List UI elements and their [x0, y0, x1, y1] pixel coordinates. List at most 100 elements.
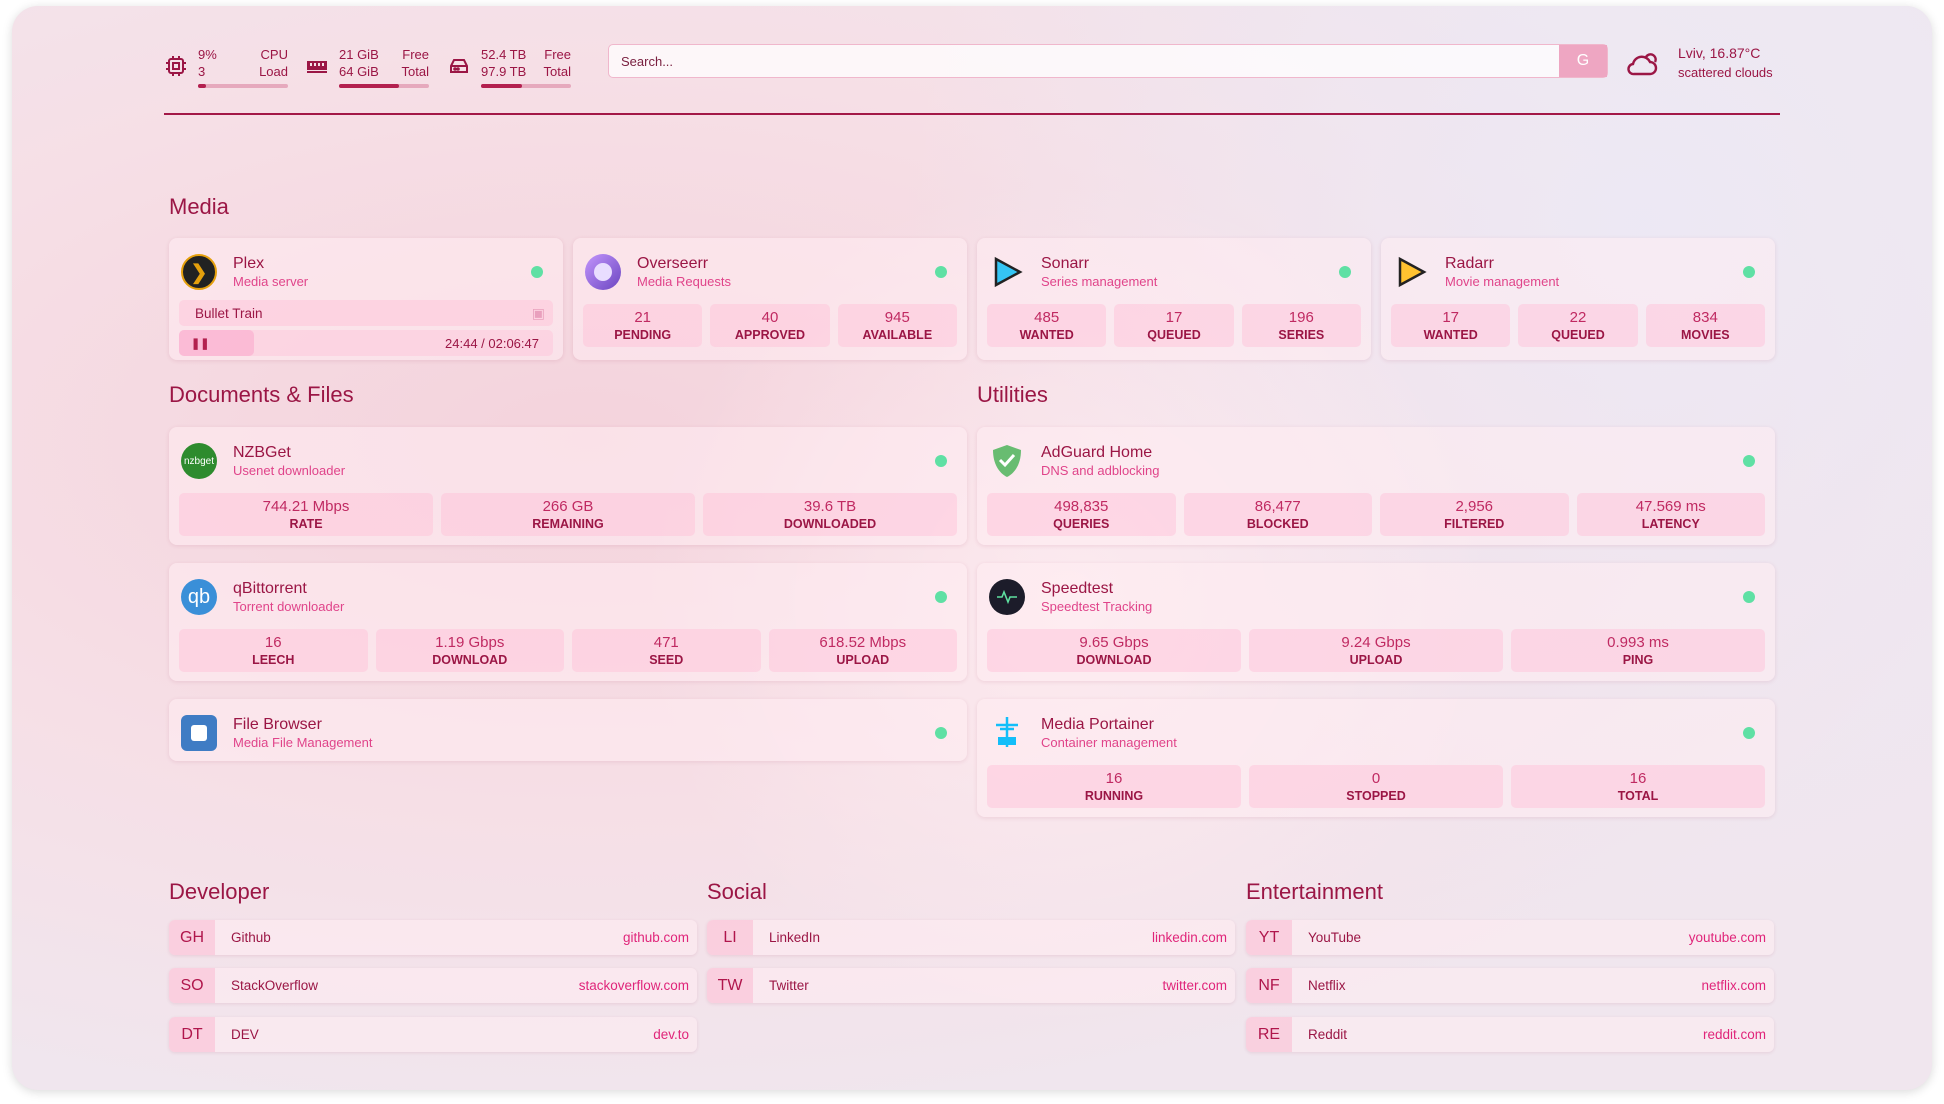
stat-block: 471 SEED	[572, 629, 761, 672]
bookmark-reddit[interactable]: RE Reddit reddit.com	[1246, 1017, 1774, 1052]
stat-label: DOWNLOADED	[783, 517, 877, 531]
search-input[interactable]	[609, 45, 1559, 77]
bookmark-url[interactable]: dev.to	[653, 1027, 689, 1042]
qbittorrent-icon: qb	[181, 579, 217, 615]
service-card-filebrowser[interactable]: File Browser Media File Management	[169, 699, 967, 761]
plex-icon: ❯	[181, 254, 217, 290]
bookmark-netflix[interactable]: NF Netflix netflix.com	[1246, 968, 1774, 1003]
bookmark-url[interactable]: reddit.com	[1702, 1027, 1766, 1042]
load-label: Load	[259, 64, 288, 79]
stat-value: 471	[653, 634, 679, 651]
bookmark-url[interactable]: stackoverflow.com	[578, 978, 689, 993]
service-description: Container management	[1041, 734, 1177, 750]
service-card-radarr[interactable]: Radarr Movie management 17 WANTED 22 QUEUED…	[1381, 238, 1775, 360]
stat-value: 9.65 Gbps	[1079, 634, 1149, 651]
cpu-label: CPU	[260, 47, 288, 62]
bookmark-abbr: LI	[707, 920, 753, 955]
service-card-portainer[interactable]: Media Portainer Container management 16 R…	[977, 699, 1775, 817]
stat-block: 16 TOTAL	[1511, 765, 1765, 808]
bookmark-url[interactable]: netflix.com	[1701, 978, 1766, 993]
stat-value: 0	[1371, 770, 1381, 787]
weather-condition: scattered clouds	[1678, 65, 1773, 80]
stat-block: 9.24 Gbps UPLOAD	[1249, 629, 1503, 672]
status-indicator	[1339, 266, 1351, 278]
bookmark-abbr: TW	[707, 968, 753, 1003]
bookmark-abbr: GH	[169, 920, 215, 955]
adguard-shield-icon	[989, 443, 1025, 479]
disk-free: 52.4 TB	[481, 47, 527, 62]
disk-icon	[450, 59, 468, 73]
portainer-icon	[989, 715, 1025, 751]
service-card-adguard[interactable]: AdGuard Home DNS and adblocking 498,835 Q…	[977, 427, 1775, 545]
stat-label: QUERIES	[1053, 517, 1110, 531]
status-indicator	[935, 727, 947, 739]
stat-block: 834 MOVIES	[1645, 304, 1765, 347]
bookmark-twitter[interactable]: TW Twitter twitter.com	[707, 968, 1235, 1003]
stat-label: STOPPED	[1346, 789, 1406, 803]
stat-value: 1.19 Gbps	[435, 634, 505, 651]
service-stats: 485 WANTED 17 QUEUED 196 SERIES	[987, 304, 1361, 347]
status-indicator	[1743, 455, 1755, 467]
stat-label: SERIES	[1278, 328, 1325, 342]
stat-value: 834	[1692, 309, 1718, 326]
stat-label: QUEUED	[1551, 328, 1605, 342]
bookmark-url[interactable]: linkedin.com	[1151, 930, 1227, 945]
service-description: Media File Management	[233, 734, 373, 750]
bookmark-url[interactable]: twitter.com	[1162, 978, 1227, 993]
service-card-qbittorrent[interactable]: qb qBittorrent Torrent downloader 16 LEEC…	[169, 563, 967, 681]
bookmark-github[interactable]: GH Github github.com	[169, 920, 697, 955]
service-card-sonarr[interactable]: Sonarr Series management 485 WANTED 17 QUEU…	[977, 238, 1371, 360]
service-card-speedtest[interactable]: Speedtest Speedtest Tracking 9.65 Gbps DO…	[977, 563, 1775, 681]
stat-label: DOWNLOAD	[432, 653, 508, 667]
service-name: Plex	[233, 254, 265, 272]
service-card-overseerr[interactable]: Overseerr Media Requests 21 PENDING 40 APPR…	[573, 238, 967, 360]
service-card-nzbget[interactable]: nzbget NZBGet Usenet downloader 744.21 M…	[169, 427, 967, 545]
stat-block: 39.6 TB DOWNLOADED	[703, 493, 957, 536]
cpu-load: 3	[198, 64, 206, 79]
stat-value: 266 GB	[542, 498, 594, 515]
radarr-icon	[1393, 254, 1429, 290]
stat-value: 0.993 ms	[1607, 634, 1669, 651]
stat-label: LATENCY	[1641, 517, 1700, 531]
free-label: Free	[544, 47, 571, 62]
playback-progress[interactable]	[179, 330, 254, 356]
weather-widget[interactable]: Lviv, 16.87°C scattered clouds	[1626, 44, 1773, 82]
bookmark-youtube[interactable]: YT YouTube youtube.com	[1246, 920, 1774, 955]
section-title-documents: Documents & Files	[169, 382, 354, 407]
stat-label: DOWNLOAD	[1076, 653, 1152, 667]
stat-block: 40 APPROVED	[710, 304, 830, 347]
service-card-plex[interactable]: ❯ Plex Media server Bullet Train ▣ ❚❚ 24:4…	[169, 238, 563, 360]
stat-value: 16	[264, 634, 282, 651]
memory-widget: 21 GiB Free 64 GiB Total	[305, 46, 429, 88]
search-provider-button[interactable]: G	[1559, 45, 1607, 77]
bookmark-abbr: YT	[1246, 920, 1292, 955]
stat-label: SEED	[649, 653, 684, 667]
stat-block: 618.52 Mbps UPLOAD	[768, 629, 957, 672]
memory-bar	[339, 84, 429, 88]
bookmark-linkedin[interactable]: LI LinkedIn linkedin.com	[707, 920, 1235, 955]
search-bar: G	[608, 44, 1608, 78]
stat-block: 17 WANTED	[1391, 304, 1511, 347]
stat-value: 744.21 Mbps	[262, 498, 350, 515]
sonarr-icon	[989, 254, 1025, 290]
bookmark-url[interactable]: github.com	[622, 930, 689, 945]
bookmark-stackoverflow[interactable]: SO StackOverflow stackoverflow.com	[169, 968, 697, 1003]
stat-label: RUNNING	[1084, 789, 1144, 803]
stat-label: PING	[1622, 653, 1654, 667]
bookmark-abbr: DT	[169, 1017, 215, 1052]
bookmark-abbr: SO	[169, 968, 215, 1003]
weather-location-temp: Lviv, 16.87°C	[1678, 45, 1761, 61]
stat-block: 47.569 ms LATENCY	[1576, 493, 1765, 536]
stat-label: APPROVED	[734, 328, 806, 342]
bookmark-dev[interactable]: DT DEV dev.to	[169, 1017, 697, 1052]
media-info-icon[interactable]: ▣	[531, 304, 545, 321]
stat-label: FILTERED	[1444, 517, 1505, 531]
stat-block: 16 RUNNING	[987, 765, 1241, 808]
pause-icon[interactable]: ❚❚	[191, 337, 210, 350]
stat-block: 744.21 Mbps RATE	[179, 493, 433, 536]
bookmark-url[interactable]: youtube.com	[1688, 930, 1766, 945]
disk-widget: 52.4 TB Free 97.9 TB Total	[447, 46, 571, 88]
cloud-icon	[1627, 53, 1658, 76]
bookmark-abbr: NF	[1246, 968, 1292, 1003]
memory-total: 64 GiB	[339, 64, 379, 79]
